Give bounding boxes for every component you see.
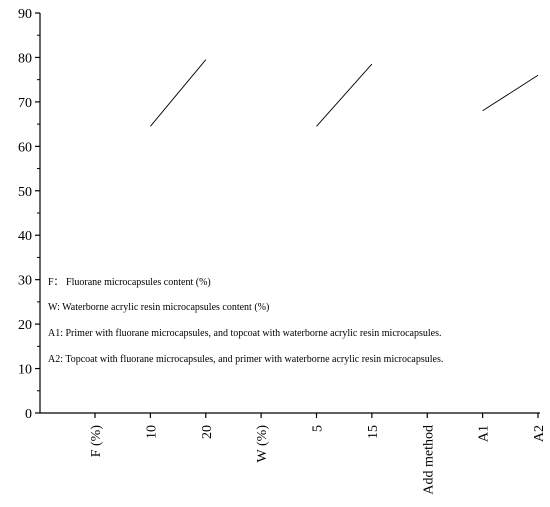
x-axis: F (%) 10 20 W (%) 5 15 Add method A1 A2 — [40, 412, 547, 495]
x-tick-label: 10 — [144, 425, 159, 439]
x-tick-label: W (%) — [255, 425, 270, 463]
x-tick-label: A1 — [477, 425, 492, 442]
y-tick-label: 80 — [18, 51, 32, 66]
y-tick-label: 40 — [18, 229, 32, 244]
annotation-text: A1: Primer with fluorane microcapsules, … — [48, 328, 441, 339]
x-tick-label: 5 — [311, 425, 326, 432]
x-tick-label: Add method — [421, 425, 436, 495]
x-tick-label: F (%) — [89, 425, 104, 458]
annotations: F： Fluorane microcapsules content (%) W: … — [48, 277, 443, 365]
annotation-text: A2: Topcoat with fluorane microcapsules,… — [48, 354, 443, 365]
annotation-text: W: Waterborne acrylic resin microcapsule… — [48, 302, 269, 313]
x-tick-label: 15 — [366, 425, 381, 439]
x-tick-label: 20 — [200, 425, 215, 439]
y-tick-label: 30 — [18, 274, 32, 289]
y-tick-label: 0 — [25, 407, 32, 422]
series-line-3 — [482, 74, 539, 112]
y-tick-label: 60 — [18, 140, 32, 155]
y-tick-label: 70 — [18, 96, 32, 111]
x-tick-label: A2 — [532, 425, 547, 442]
series-line-2 — [316, 63, 373, 127]
series-line-1 — [150, 59, 207, 127]
y-tick-label: 50 — [18, 185, 32, 200]
y-tick-label: 20 — [18, 318, 32, 333]
y-tick-label: 10 — [18, 363, 32, 378]
plot-lines — [150, 59, 539, 127]
y-tick-label: 90 — [18, 7, 32, 22]
y-axis: 0 10 20 30 40 50 60 70 80 90 — [18, 7, 41, 422]
annotation-text: F： Fluorane microcapsules content (%) — [48, 277, 211, 288]
